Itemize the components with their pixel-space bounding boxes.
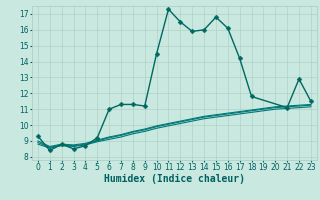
- X-axis label: Humidex (Indice chaleur): Humidex (Indice chaleur): [104, 174, 245, 184]
